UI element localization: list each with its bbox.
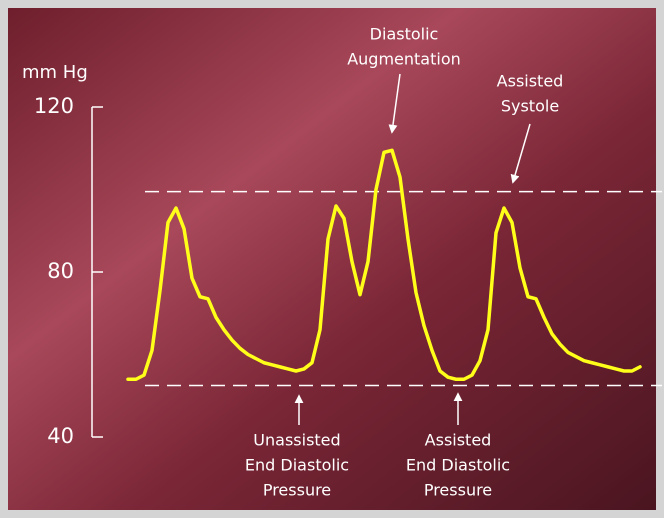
annotation: Diastolic	[370, 25, 439, 44]
annotation: End Diastolic	[406, 456, 510, 475]
annotation: Unassisted	[253, 431, 340, 450]
waveform	[126, 148, 642, 381]
annotation: Assisted	[497, 72, 564, 91]
y-tick-label: 120	[34, 94, 74, 118]
annotation: Augmentation	[347, 50, 461, 69]
y-tick-label: 40	[47, 424, 74, 448]
annotation: Systole	[501, 97, 559, 116]
annotation: Pressure	[263, 481, 331, 500]
y-axis-label: mm Hg	[22, 62, 88, 83]
annotation: Pressure	[424, 481, 492, 500]
annotation: Assisted	[425, 431, 492, 450]
y-tick-label: 80	[47, 259, 74, 283]
background	[8, 8, 656, 510]
arrows	[294, 73, 531, 425]
annotation: End Diastolic	[245, 456, 349, 475]
